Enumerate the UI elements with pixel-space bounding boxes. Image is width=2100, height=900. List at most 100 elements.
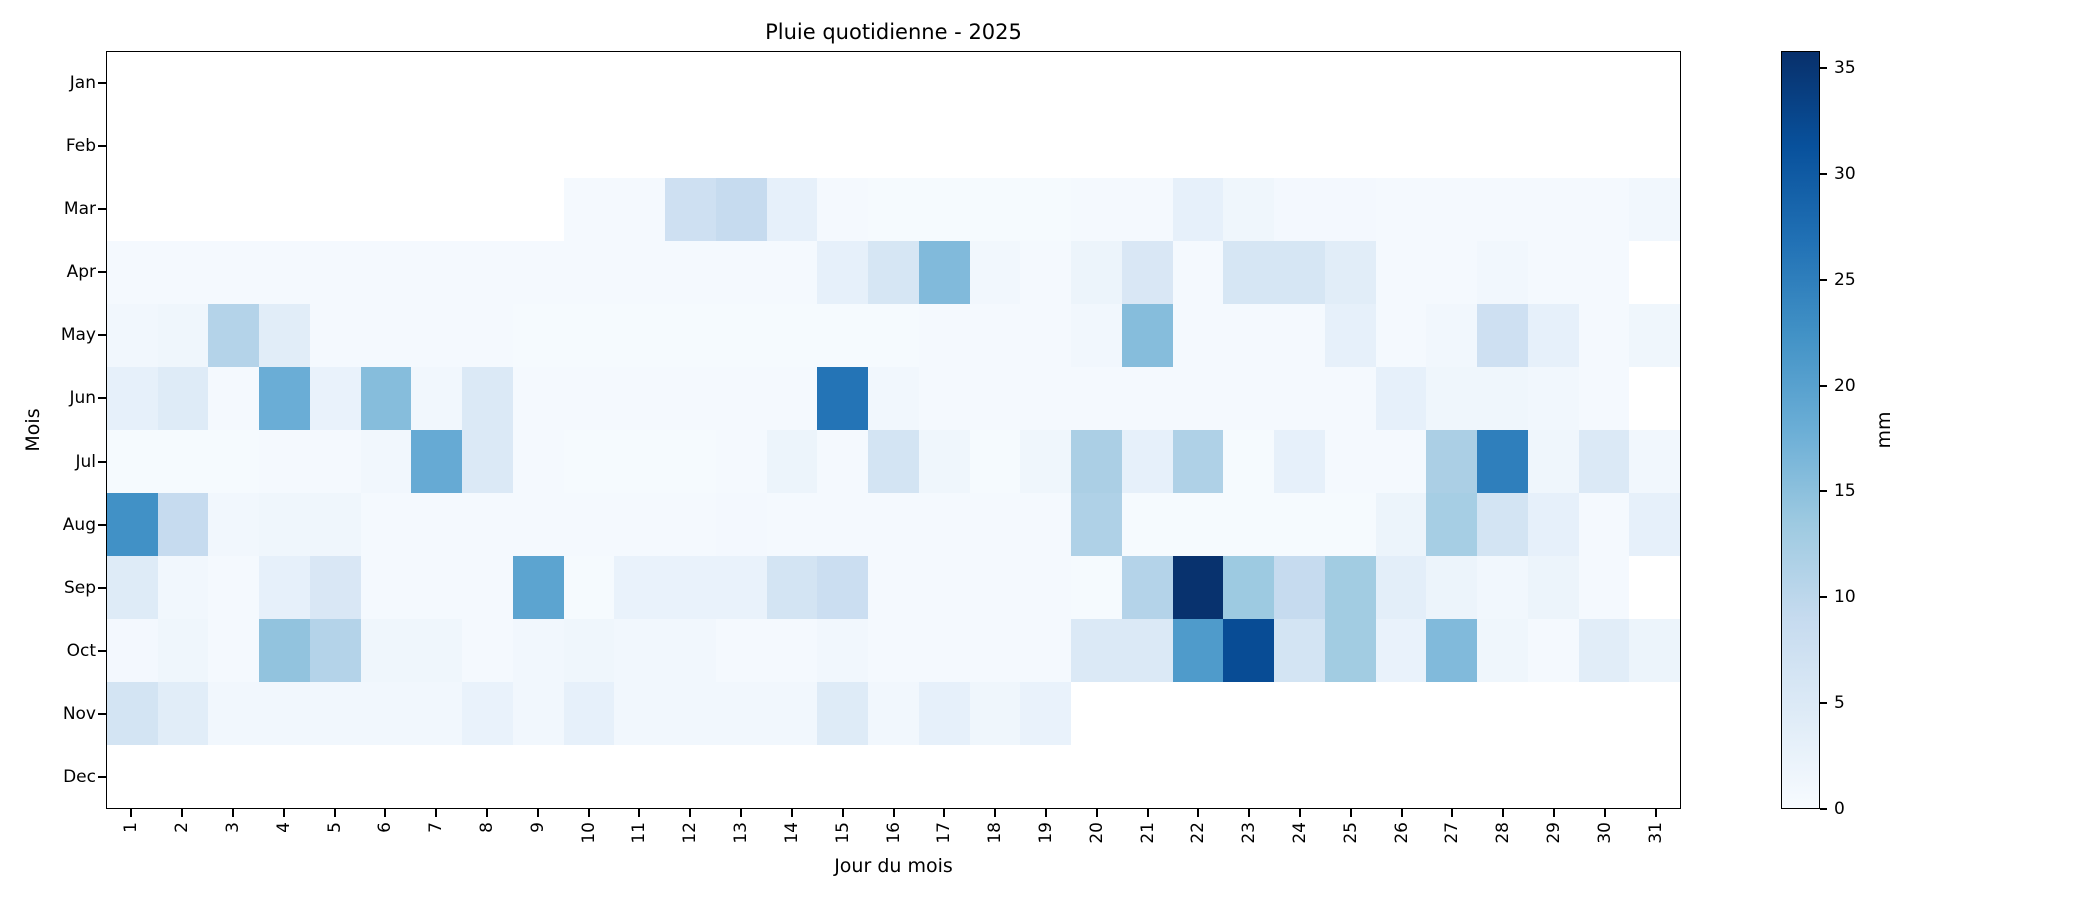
heatmap-cell-Oct-28 bbox=[1477, 619, 1528, 682]
heatmap-cell-Apr-14 bbox=[766, 241, 818, 304]
x-tick-label: 2 bbox=[172, 822, 193, 833]
x-tick-label: 27 bbox=[1442, 822, 1463, 844]
heatmap-cell-Jan-19 bbox=[1020, 52, 1072, 115]
heatmap-cell-Jul-12 bbox=[665, 430, 716, 493]
x-tick-label: 29 bbox=[1543, 822, 1564, 844]
heatmap-cell-Feb-5 bbox=[309, 115, 361, 178]
heatmap-cell-Oct-20 bbox=[1071, 619, 1122, 682]
heatmap-cell-Jul-9 bbox=[512, 430, 564, 493]
heatmap-cell-Dec-5 bbox=[309, 745, 361, 808]
heatmap-cell-Apr-19 bbox=[1020, 241, 1072, 304]
heatmap-cell-May-31 bbox=[1629, 304, 1680, 367]
heatmap-cell-Mar-19 bbox=[1020, 178, 1072, 241]
heatmap-cell-May-12 bbox=[665, 304, 716, 367]
heatmap-cell-Jan-7 bbox=[411, 52, 463, 115]
heatmap-cell-Jan-13 bbox=[715, 52, 767, 115]
heatmap-cell-Sep-27 bbox=[1426, 556, 1478, 619]
heatmap-cell-Jun-8 bbox=[462, 367, 513, 430]
heatmap-cell-Jul-16 bbox=[868, 430, 919, 493]
heatmap-cell-Aug-28 bbox=[1477, 493, 1528, 556]
heatmap-cell-Jun-18 bbox=[969, 367, 1021, 430]
heatmap-cell-Dec-25 bbox=[1324, 745, 1376, 808]
heatmap-cell-Oct-31 bbox=[1629, 619, 1680, 682]
colorbar bbox=[1781, 51, 1820, 809]
heatmap-cell-Jul-24 bbox=[1274, 430, 1325, 493]
x-tick-label: 9 bbox=[527, 822, 548, 833]
heatmap-cell-Jul-11 bbox=[614, 430, 666, 493]
heatmap-cell-Jan-10 bbox=[563, 52, 615, 115]
heatmap-cell-Nov-15 bbox=[817, 682, 869, 745]
heatmap-cell-Sep-16 bbox=[868, 556, 919, 619]
heatmap-cell-May-11 bbox=[614, 304, 666, 367]
heatmap-cell-Jul-27 bbox=[1426, 430, 1478, 493]
x-tick-mark bbox=[1248, 809, 1251, 817]
heatmap-cell-Apr-9 bbox=[512, 241, 564, 304]
heatmap-cell-Aug-7 bbox=[411, 493, 463, 556]
heatmap-cell-Aug-20 bbox=[1071, 493, 1122, 556]
heatmap-cell-Apr-24 bbox=[1274, 241, 1325, 304]
heatmap-cell-May-30 bbox=[1578, 304, 1630, 367]
heatmap-cell-Dec-22 bbox=[1172, 745, 1224, 808]
heatmap-cell-Jun-28 bbox=[1477, 367, 1528, 430]
heatmap-cell-Jan-11 bbox=[614, 52, 666, 115]
heatmap-cell-Aug-27 bbox=[1426, 493, 1478, 556]
heatmap-cell-Aug-13 bbox=[715, 493, 767, 556]
heatmap-cell-Aug-19 bbox=[1020, 493, 1072, 556]
heatmap-cell-Feb-27 bbox=[1426, 115, 1478, 178]
heatmap-cell-Nov-6 bbox=[360, 682, 412, 745]
heatmap-cell-Apr-27 bbox=[1426, 241, 1478, 304]
heatmap-cell-Sep-31 bbox=[1629, 556, 1680, 619]
heatmap-cell-Nov-7 bbox=[411, 682, 463, 745]
heatmap-cell-Nov-10 bbox=[563, 682, 615, 745]
heatmap-cell-Aug-31 bbox=[1629, 493, 1680, 556]
heatmap-cell-Nov-31 bbox=[1629, 682, 1680, 745]
colorbar-tick-mark bbox=[1820, 278, 1827, 281]
heatmap-cell-Jun-31 bbox=[1629, 367, 1680, 430]
heatmap-cell-Dec-31 bbox=[1629, 745, 1680, 808]
heatmap-cell-Apr-11 bbox=[614, 241, 666, 304]
heatmap-cell-Feb-12 bbox=[665, 115, 716, 178]
heatmap-cell-Aug-1 bbox=[107, 493, 158, 556]
heatmap-cell-Oct-23 bbox=[1223, 619, 1275, 682]
heatmap-cell-Mar-29 bbox=[1527, 178, 1579, 241]
heatmap-cell-Dec-12 bbox=[665, 745, 716, 808]
heatmap-cell-Jan-27 bbox=[1426, 52, 1478, 115]
x-axis-title: Jour du mois bbox=[834, 855, 953, 877]
heatmap-cell-Mar-18 bbox=[969, 178, 1021, 241]
x-tick-mark bbox=[1603, 809, 1606, 817]
heatmap-cell-Mar-10 bbox=[563, 178, 615, 241]
colorbar-tick-mark bbox=[1820, 702, 1827, 705]
x-tick-label: 5 bbox=[324, 822, 345, 833]
y-tick-label: May bbox=[60, 325, 96, 346]
heatmap-cell-Jul-17 bbox=[918, 430, 970, 493]
y-tick-mark bbox=[98, 144, 106, 147]
heatmap-cell-Feb-2 bbox=[157, 115, 209, 178]
heatmap-cell-Aug-10 bbox=[563, 493, 615, 556]
y-tick-mark bbox=[98, 586, 106, 589]
heatmap-cell-Nov-21 bbox=[1121, 682, 1173, 745]
heatmap-cell-Nov-16 bbox=[868, 682, 919, 745]
heatmap-cell-Jun-7 bbox=[411, 367, 463, 430]
heatmap-cell-Jun-12 bbox=[665, 367, 716, 430]
heatmap-cell-Mar-8 bbox=[462, 178, 513, 241]
colorbar-tick-mark bbox=[1820, 66, 1827, 69]
heatmap-cell-Jul-15 bbox=[817, 430, 869, 493]
heatmap-cell-Jun-1 bbox=[107, 367, 158, 430]
x-tick-mark bbox=[1451, 809, 1454, 817]
heatmap-cell-Aug-6 bbox=[360, 493, 412, 556]
x-tick-label: 16 bbox=[883, 822, 904, 844]
x-tick-label: 28 bbox=[1493, 822, 1514, 844]
heatmap-cell-Nov-4 bbox=[259, 682, 310, 745]
heatmap-cell-Mar-23 bbox=[1223, 178, 1275, 241]
x-tick-mark bbox=[1197, 809, 1200, 817]
heatmap-cell-Jan-2 bbox=[157, 52, 209, 115]
heatmap-cell-Oct-30 bbox=[1578, 619, 1630, 682]
heatmap-cell-Nov-5 bbox=[309, 682, 361, 745]
heatmap-cell-Jan-26 bbox=[1375, 52, 1427, 115]
y-tick-mark bbox=[98, 334, 106, 337]
x-tick-mark bbox=[1502, 809, 1505, 817]
x-tick-label: 21 bbox=[1137, 822, 1158, 844]
heatmap-cell-May-18 bbox=[969, 304, 1021, 367]
heatmap-cell-Nov-12 bbox=[665, 682, 716, 745]
